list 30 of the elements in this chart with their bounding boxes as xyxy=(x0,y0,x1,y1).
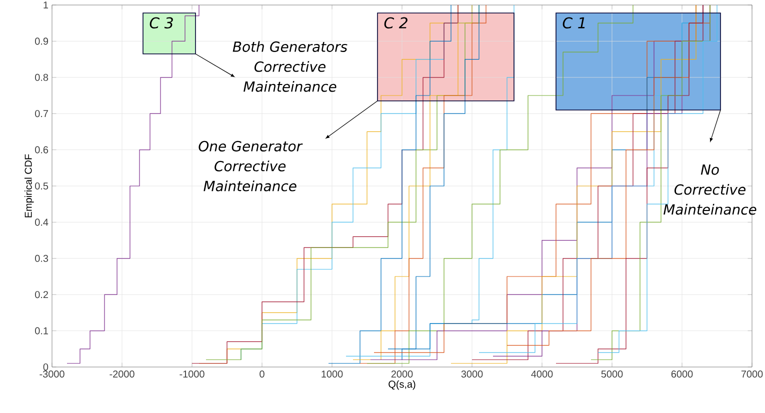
y-tick-label: 0.3 xyxy=(35,254,48,262)
annotation: One Generator Corrective Mainteinance xyxy=(198,140,303,192)
x-tick-label: 2000 xyxy=(391,370,413,378)
x-tick-label: -2000 xyxy=(110,370,134,378)
annotation: No Corrective Mainteinance xyxy=(664,164,756,215)
y-tick-label: 0.4 xyxy=(35,218,48,226)
y-tick-label: 0.1 xyxy=(35,327,48,334)
annotation: C 3 xyxy=(150,17,173,29)
annotation: C 2 xyxy=(384,17,408,29)
x-tick-label: 0 xyxy=(260,370,264,378)
y-tick-label: 0.8 xyxy=(35,74,48,81)
x-tick-label: 4000 xyxy=(531,370,553,378)
x-tick-label: 7000 xyxy=(741,370,763,378)
annotation: Both Generators Corrective Mainteinance xyxy=(232,41,348,92)
y-tick-label: 0.2 xyxy=(35,291,48,298)
x-tick-label: 5000 xyxy=(601,370,623,378)
y-tick-label: 0.7 xyxy=(35,110,48,118)
y-tick-label: 0.5 xyxy=(35,182,48,190)
y-tick-label: 1 xyxy=(44,2,48,8)
y-tick-label: 0.9 xyxy=(35,38,48,45)
y-tick-label: 0.6 xyxy=(35,146,48,154)
x-tick-label: -1000 xyxy=(180,370,204,378)
y-axis-title: Empirical CDF xyxy=(24,154,34,218)
annotation: C 1 xyxy=(562,17,585,29)
x-tick-label: -3000 xyxy=(40,370,64,378)
x-tick-label: 3000 xyxy=(461,370,483,378)
y-tick-label: 0 xyxy=(43,363,48,371)
x-tick-label: 6000 xyxy=(671,370,693,378)
x-tick-label: 1000 xyxy=(322,370,343,378)
x-axis-title: Q(s,a) xyxy=(388,380,416,390)
